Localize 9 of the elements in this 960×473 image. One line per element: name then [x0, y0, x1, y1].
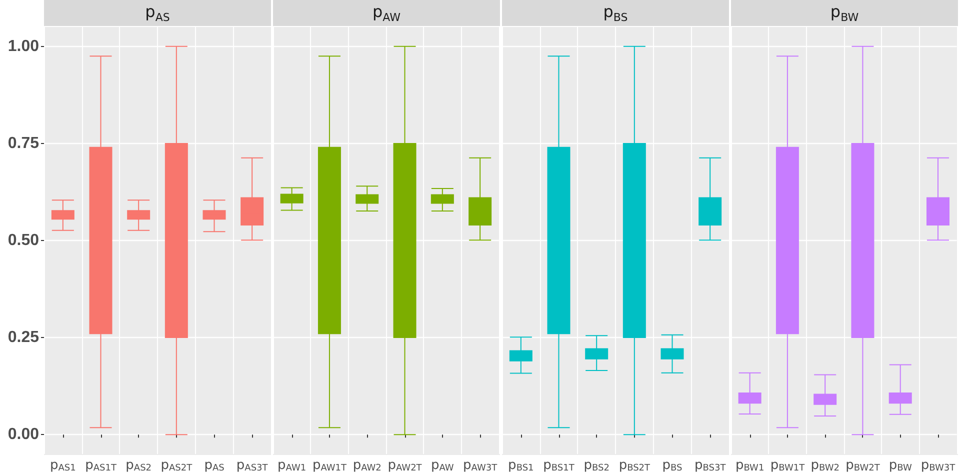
chart-title: p$_{AW}$: [273, 0, 500, 26]
chart-title: p$_{BW}$: [731, 0, 958, 26]
y-tick-label: 1.00: [8, 38, 40, 55]
chart-title: p$_{AS}$: [44, 0, 271, 26]
y-tick-label: 0.00: [8, 426, 40, 444]
y-tick-label: 0.75: [8, 134, 40, 152]
y-tick-label: 0.25: [8, 329, 40, 346]
y-tick-label: 0.50: [8, 232, 40, 249]
chart-title: p$_{BS}$: [502, 0, 729, 26]
